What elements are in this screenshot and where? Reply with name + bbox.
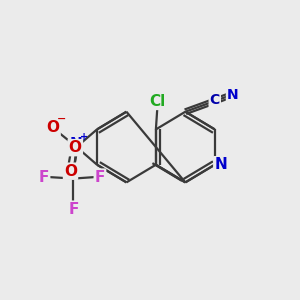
Text: −: − [57,114,67,124]
Text: F: F [68,202,79,217]
Text: Cl: Cl [149,94,166,109]
Text: F: F [95,169,105,184]
Text: F: F [39,169,49,184]
Text: N: N [214,157,227,172]
Text: O: O [46,120,60,135]
Text: N: N [227,88,239,102]
Text: N: N [69,137,82,152]
Text: +: + [80,132,88,142]
Text: O: O [69,140,82,155]
Text: C: C [210,93,220,107]
Text: O: O [64,164,77,179]
